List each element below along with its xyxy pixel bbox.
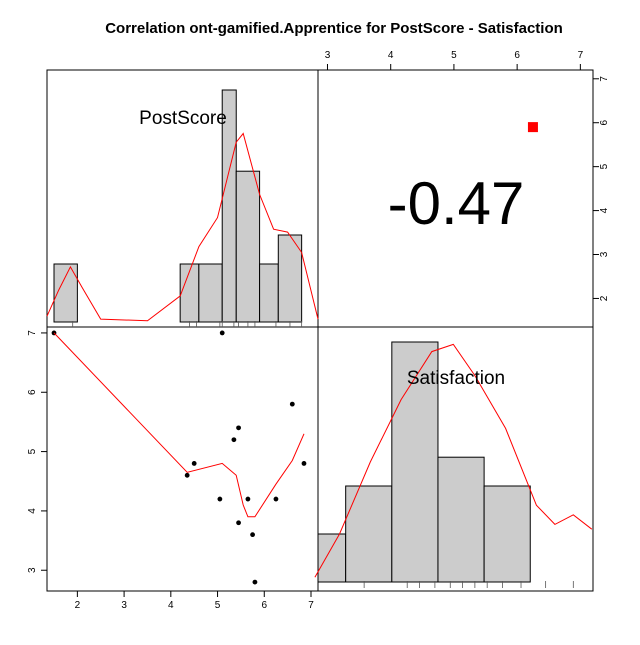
scatter-point	[217, 496, 223, 502]
axis-right-tick-label: 3	[599, 251, 610, 257]
axis-left-tick-label: 6	[27, 389, 38, 395]
axis-top-tick-label: 4	[388, 50, 394, 61]
postscore-rug	[72, 321, 303, 327]
axis-bottom-tick-label: 7	[308, 600, 314, 611]
scatter-point	[289, 401, 295, 407]
axis-bottom-tick-label: 5	[215, 600, 221, 611]
satisfaction-bar	[437, 456, 485, 583]
chart-title: Correlation ont-gamified.Apprentice for …	[105, 20, 563, 37]
axis-right-tick-label: 5	[599, 163, 610, 169]
satisfaction-bar	[317, 533, 347, 583]
scatter-point	[301, 461, 307, 466]
scatter-point	[231, 437, 237, 443]
scatter-point	[184, 472, 190, 478]
axis-top-tick-label: 5	[451, 50, 457, 61]
scatter-smooth-line	[53, 332, 305, 518]
axis-left-tick-label: 3	[27, 567, 38, 573]
axis-top-tick-label: 3	[325, 50, 331, 61]
axis-bottom-tick-label: 6	[261, 600, 267, 611]
scatter-point	[245, 496, 251, 502]
axis-bottom-tick-label: 2	[75, 600, 81, 611]
axis-bottom: 2 3 4 5 6 7	[75, 590, 314, 611]
scatter-point	[236, 425, 241, 431]
scatter-point	[250, 532, 255, 538]
postscore-histogram-bars	[53, 89, 303, 323]
scatter-point	[219, 330, 225, 336]
postscore-bar	[53, 263, 78, 323]
axis-bottom-tick-label: 3	[121, 600, 127, 611]
postscore-bar	[198, 263, 223, 323]
scatter-point	[273, 496, 279, 502]
axis-right-tick-label: 7	[599, 76, 610, 82]
satisfaction-bar	[345, 485, 393, 583]
axis-right: 2 3 4 5 6 7	[592, 76, 610, 301]
axis-right-tick-label: 2	[599, 295, 610, 301]
scatter-point	[191, 461, 197, 466]
axis-top-tick-label: 6	[514, 50, 520, 61]
satisfaction-density-line	[314, 343, 593, 578]
axis-top-tick-label: 7	[578, 50, 584, 61]
axis-left-tick-label: 7	[27, 330, 38, 336]
axis-left-tick-label: 4	[27, 508, 38, 514]
correlation-marker	[527, 122, 538, 133]
scatter-point	[252, 579, 258, 585]
postscore-bar	[259, 263, 279, 323]
panel-satisfaction-histogram	[317, 326, 594, 592]
satisfaction-bar	[483, 485, 531, 583]
axis-right-tick-label: 6	[599, 119, 610, 125]
postscore-density-line	[46, 132, 319, 322]
variable-label-postscore: PostScore	[139, 108, 227, 129]
variable-label-satisfaction: Satisfaction	[407, 368, 505, 389]
axis-right-tick-label: 4	[599, 207, 610, 213]
correlation-value: -0.47	[388, 170, 525, 237]
satisfaction-bar	[391, 341, 439, 583]
axis-left: 3 4 5 6 7	[27, 330, 48, 573]
scatter-points	[51, 330, 307, 585]
axis-top: 3 4 5 6 7	[325, 50, 584, 71]
axis-bottom-tick-label: 4	[168, 600, 174, 611]
postscore-bar	[235, 170, 261, 323]
scatter-point	[236, 520, 241, 526]
satisfaction-rug	[363, 581, 574, 588]
axis-left-tick-label: 5	[27, 448, 38, 454]
